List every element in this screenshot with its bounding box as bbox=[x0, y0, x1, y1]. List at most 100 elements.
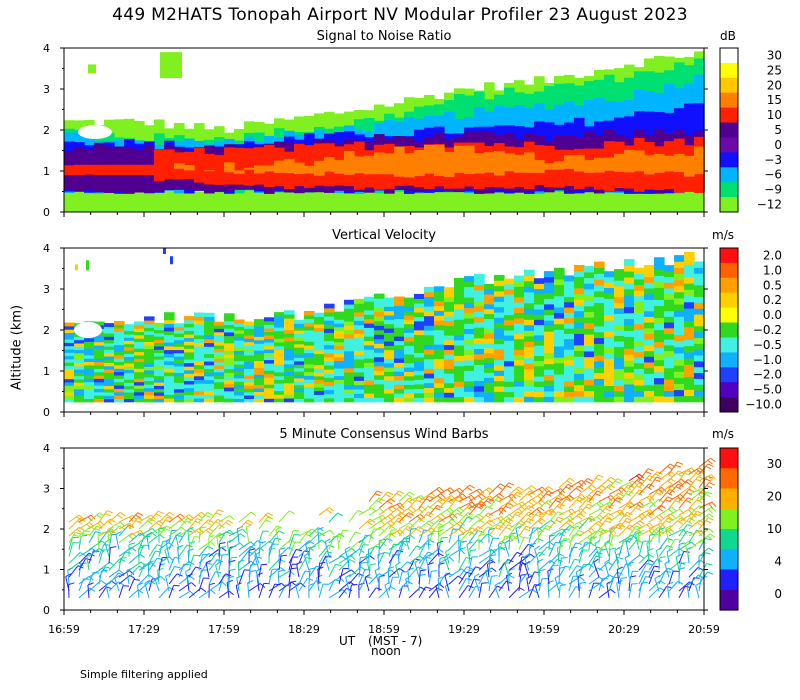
velocity-cell bbox=[434, 392, 445, 398]
wind-barb-staff bbox=[598, 574, 610, 585]
velocity-cell bbox=[174, 349, 185, 354]
velocity-cell bbox=[194, 320, 205, 325]
wind-barb-flag bbox=[564, 537, 571, 540]
wind-barb-flag bbox=[346, 587, 353, 592]
velocity-cell bbox=[264, 327, 275, 332]
velocity-cell bbox=[244, 324, 255, 329]
colorbar-label: 15 bbox=[767, 93, 782, 107]
velocity-cell bbox=[614, 269, 625, 276]
wind-barb-flag bbox=[174, 557, 181, 559]
snr-cell bbox=[354, 156, 365, 174]
wind-barb-staff bbox=[377, 554, 380, 571]
wind-barb-staff bbox=[358, 576, 367, 592]
colorbar-label: −0.5 bbox=[753, 338, 782, 352]
wind-barb-flag bbox=[357, 509, 364, 514]
colorbar-label: −5.0 bbox=[753, 383, 782, 397]
velocity-cell bbox=[214, 361, 225, 366]
velocity-cell bbox=[234, 319, 245, 324]
wind-barb-staff bbox=[418, 495, 429, 509]
velocity-cell bbox=[74, 391, 85, 396]
wind-barb-staff bbox=[558, 495, 569, 509]
velocity-cell bbox=[224, 361, 235, 366]
velocity-cell bbox=[294, 371, 305, 375]
velocity-cell bbox=[524, 286, 535, 293]
velocity-cell bbox=[184, 330, 195, 335]
wind-barb-staff bbox=[578, 503, 588, 516]
wind-barb-flag bbox=[647, 548, 654, 552]
wind-barb-staff bbox=[504, 543, 510, 557]
wind-barb-flag bbox=[632, 480, 638, 486]
velocity-cell bbox=[234, 360, 245, 365]
wind-barb-flag bbox=[468, 529, 474, 535]
velocity-cell bbox=[244, 381, 255, 386]
velocity-cell bbox=[424, 349, 435, 355]
wind-barb-staff bbox=[485, 571, 490, 585]
wind-barb-staff bbox=[578, 563, 590, 571]
wind-barb-flag bbox=[659, 527, 666, 530]
velocity-cell bbox=[364, 301, 375, 306]
velocity-cell bbox=[564, 322, 575, 329]
velocity-cell bbox=[94, 348, 105, 353]
velocity-cell bbox=[654, 275, 665, 282]
wind-barb-flag bbox=[665, 520, 672, 524]
wind-barb-flag bbox=[616, 497, 623, 501]
velocity-cell bbox=[334, 334, 345, 339]
velocity-cell bbox=[84, 337, 95, 342]
wind-barb-flag bbox=[560, 539, 567, 542]
velocity-cell bbox=[94, 395, 105, 399]
snr-cell bbox=[234, 170, 245, 174]
velocity-cell bbox=[304, 394, 315, 399]
wind-barb-flag bbox=[587, 517, 593, 523]
wind-barb-staff bbox=[414, 562, 420, 578]
x-tick-label: 19:29 bbox=[448, 623, 480, 636]
wind-barb-flag bbox=[504, 558, 511, 563]
snr-cell bbox=[364, 155, 375, 175]
wind-barb-flag bbox=[128, 542, 136, 545]
wind-barb-staff bbox=[648, 471, 658, 482]
velocity-cell bbox=[114, 361, 125, 366]
velocity-cell bbox=[494, 327, 505, 334]
velocity-cell bbox=[274, 327, 285, 332]
velocity-cell bbox=[74, 369, 85, 373]
velocity-cell bbox=[594, 390, 605, 397]
velocity-cell bbox=[334, 311, 345, 316]
wind-barb-flag bbox=[488, 527, 495, 531]
wind-barb-flag bbox=[210, 541, 216, 547]
velocity-cell bbox=[614, 329, 625, 336]
velocity-cell bbox=[434, 396, 445, 403]
wind-barb-flag bbox=[668, 527, 675, 533]
velocity-cell bbox=[74, 372, 85, 377]
velocity-cell bbox=[494, 343, 505, 350]
wind-barb-flag bbox=[595, 522, 602, 528]
velocity-cell bbox=[684, 333, 695, 340]
wind-barb-flag bbox=[168, 586, 175, 591]
wind-barb-flag bbox=[421, 506, 427, 511]
velocity-cell bbox=[624, 378, 635, 385]
wind-barb-flag bbox=[668, 508, 674, 514]
velocity-cell bbox=[274, 356, 285, 362]
colorbar-label: −9 bbox=[764, 183, 782, 197]
colorbar-swatch bbox=[720, 48, 738, 64]
wind-barb-staff bbox=[428, 548, 440, 557]
velocity-cell bbox=[74, 336, 85, 341]
wind-barb-flag bbox=[486, 521, 493, 527]
wind-barb-staff bbox=[275, 529, 280, 543]
colorbar-swatch bbox=[720, 549, 738, 571]
velocity-cell bbox=[564, 380, 575, 387]
x-axis-sublabel: (MST - 7) bbox=[368, 634, 423, 648]
wind-barb-flag bbox=[571, 546, 578, 549]
velocity-cell bbox=[634, 329, 645, 336]
wind-barb-staff bbox=[398, 580, 408, 592]
wind-barb-flag bbox=[683, 551, 690, 553]
wind-barb-staff bbox=[78, 558, 87, 571]
wind-barb-flag bbox=[624, 520, 631, 524]
velocity-cell bbox=[614, 390, 625, 397]
velocity-cell bbox=[244, 358, 255, 363]
y-tick-label: 4 bbox=[43, 242, 50, 255]
velocity-cell bbox=[204, 368, 215, 373]
wind-barb-flag bbox=[526, 507, 532, 512]
velocity-cell bbox=[294, 333, 305, 338]
velocity-cell bbox=[194, 334, 205, 340]
velocity-cell bbox=[424, 325, 435, 331]
